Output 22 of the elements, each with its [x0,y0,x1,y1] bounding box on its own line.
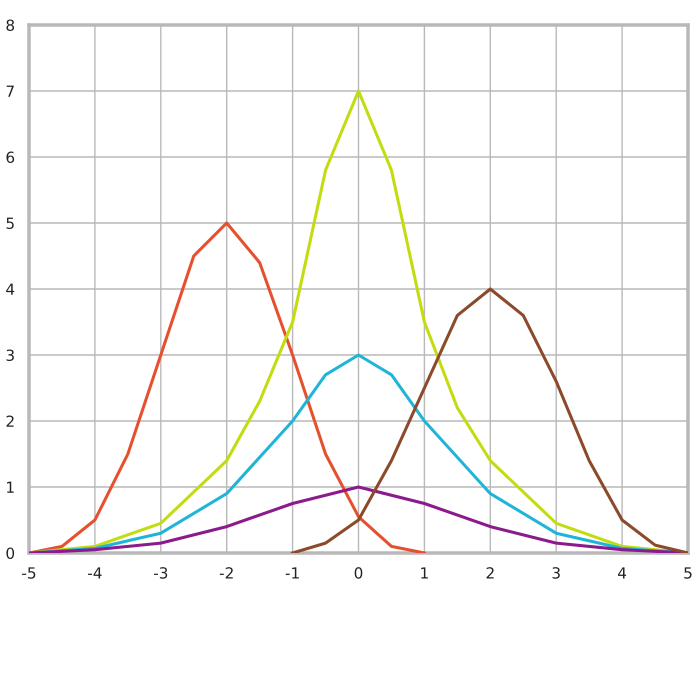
x-tick-label: 0 [354,567,362,579]
x-tick-label: 2 [486,567,494,578]
x-tick-label: 4 [618,567,626,578]
x-tick-label: -1 [286,567,299,578]
y-tick-label: 6 [6,151,14,164]
x-tick-label: 5 [684,567,692,579]
x-tick-label: -2 [220,567,233,578]
line-series [29,221,426,553]
x-tick-label: 3 [552,567,560,579]
y-tick-label: 7 [6,86,14,97]
line-series [291,287,688,553]
x-tick-label: 1 [421,567,428,578]
x-tick-label: -3 [154,567,168,579]
y-tick-label: 0 [6,547,14,560]
y-tick-label: 1 [7,482,14,493]
y-tick-label: 4 [6,284,14,295]
y-tick-label: 5 [6,218,14,230]
y-tick-label: 3 [6,349,14,362]
x-tick-label: -4 [88,567,102,578]
y-tick-label: 8 [6,19,14,32]
x-tick-label: -5 [22,567,36,579]
y-tick-label: 2 [6,415,14,427]
